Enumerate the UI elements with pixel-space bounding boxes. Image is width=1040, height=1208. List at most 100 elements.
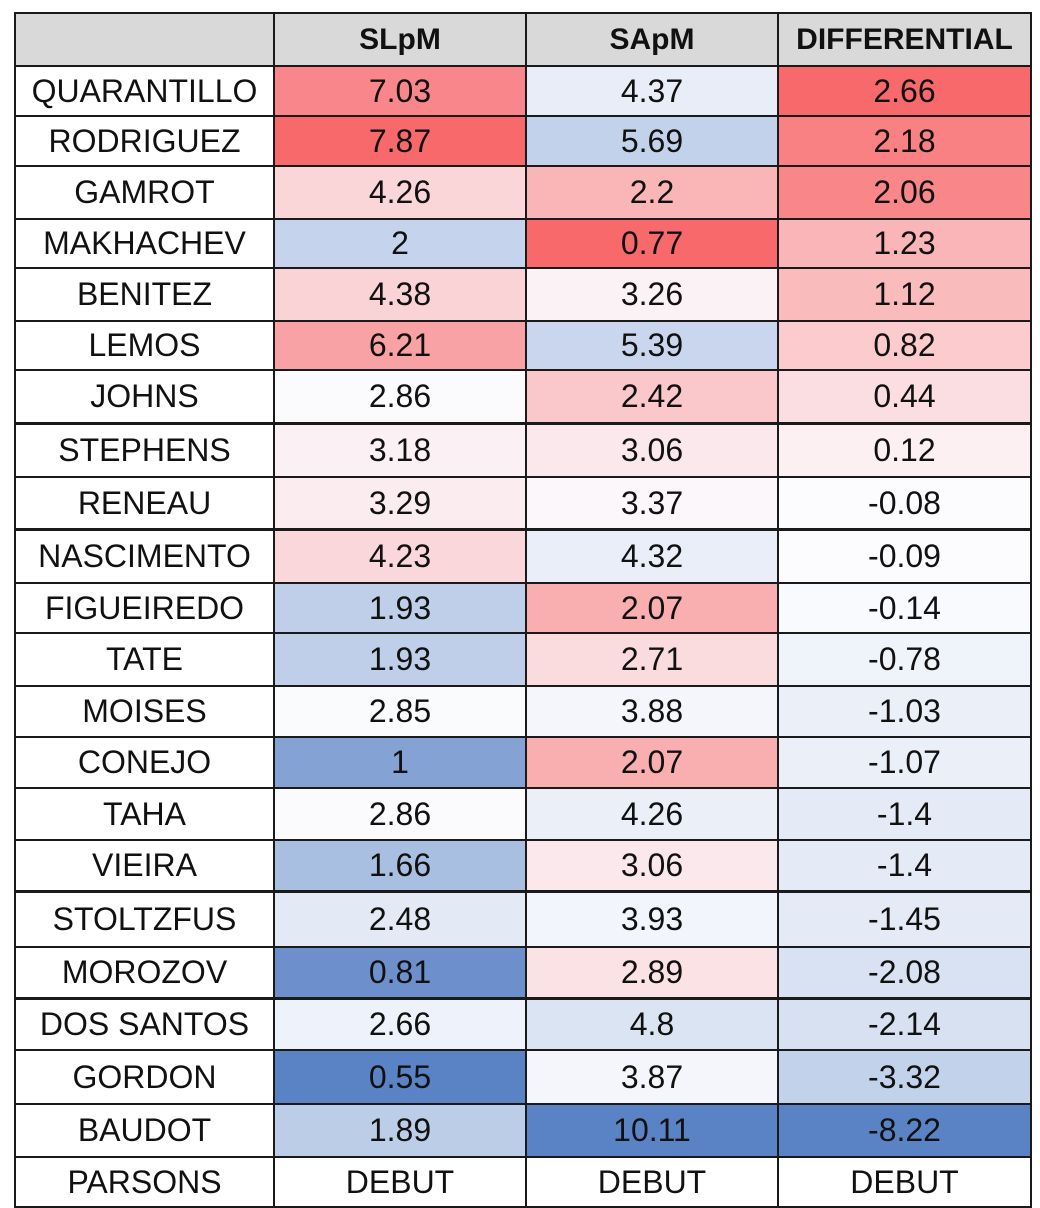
table-row: BENITEZ 4.38 3.26 1.12 — [14, 267, 1032, 322]
slpm-cell: 7.03 — [273, 65, 527, 117]
differential-cell: -1.07 — [777, 736, 1032, 789]
slpm-cell: 4.38 — [273, 267, 527, 322]
header-row: SLpM SApM DIFFERENTIAL — [14, 12, 1032, 67]
slpm-cell: 1.93 — [273, 632, 527, 687]
differential-cell: 0.44 — [777, 369, 1032, 425]
sapm-cell: 0.77 — [525, 218, 779, 269]
sapm-cell: 2.71 — [525, 632, 779, 687]
slpm-cell: 3.18 — [273, 422, 527, 478]
slpm-cell: 7.87 — [273, 115, 527, 167]
differential-cell: -0.09 — [777, 528, 1032, 584]
sapm-cell: 3.06 — [525, 422, 779, 478]
table-row: CONEJO 1 2.07 -1.07 — [14, 736, 1032, 789]
row-name: BENITEZ — [14, 267, 275, 322]
row-name: STOLTZFUS — [14, 890, 275, 948]
slpm-cell: 1.89 — [273, 1103, 527, 1158]
differential-cell: -2.08 — [777, 946, 1032, 1000]
differential-cell: -1.4 — [777, 839, 1032, 893]
row-name: NASCIMENTO — [14, 528, 275, 584]
sapm-cell: 3.87 — [525, 1049, 779, 1105]
row-name: MOISES — [14, 685, 275, 738]
differential-cell: -1.03 — [777, 685, 1032, 738]
table-row: RODRIGUEZ 7.87 5.69 2.18 — [14, 115, 1032, 167]
differential-cell: 2.66 — [777, 65, 1032, 117]
table-row: NASCIMENTO 4.23 4.32 -0.09 — [14, 528, 1032, 584]
slpm-cell: 2.86 — [273, 787, 527, 841]
fighter-stats-table-wrapper: SLpM SApM DIFFERENTIAL QUARANTILLO 7.03 4.… — [14, 12, 1032, 1208]
differential-cell: -8.22 — [777, 1103, 1032, 1158]
differential-cell: 0.82 — [777, 320, 1032, 371]
slpm-cell: 0.81 — [273, 946, 527, 1000]
table-row: BAUDOT 1.89 10.11 -8.22 — [14, 1103, 1032, 1158]
differential-cell: -3.32 — [777, 1049, 1032, 1105]
slpm-cell: 2.48 — [273, 890, 527, 948]
table-row: MOISES 2.85 3.88 -1.03 — [14, 685, 1032, 738]
slpm-cell: DEBUT — [273, 1156, 527, 1208]
sapm-cell: 3.06 — [525, 839, 779, 893]
slpm-cell: 6.21 — [273, 320, 527, 371]
header-slpm: SLpM — [273, 12, 527, 67]
sapm-cell: 3.88 — [525, 685, 779, 738]
slpm-cell: 2.85 — [273, 685, 527, 738]
header-name — [14, 12, 275, 67]
row-name: DOS SANTOS — [14, 997, 275, 1051]
differential-cell: 2.18 — [777, 115, 1032, 167]
header-sapm: SApM — [525, 12, 779, 67]
table-body: QUARANTILLO 7.03 4.37 2.66 RODRIGUEZ 7.87 5.69… — [14, 65, 1032, 1208]
row-name: FIGUEIREDO — [14, 582, 275, 634]
differential-cell: -0.08 — [777, 476, 1032, 531]
row-name: QUARANTILLO — [14, 65, 275, 117]
differential-cell: DEBUT — [777, 1156, 1032, 1208]
row-name: TAHA — [14, 787, 275, 841]
row-name: PARSONS — [14, 1156, 275, 1208]
table-row: MOROZOV 0.81 2.89 -2.08 — [14, 946, 1032, 1000]
table-row: LEMOS 6.21 5.39 0.82 — [14, 320, 1032, 371]
row-name: RODRIGUEZ — [14, 115, 275, 167]
row-name: RENEAU — [14, 476, 275, 531]
differential-cell: -1.4 — [777, 787, 1032, 841]
table-row: DOS SANTOS 2.66 4.8 -2.14 — [14, 997, 1032, 1051]
table-row: GORDON 0.55 3.87 -3.32 — [14, 1049, 1032, 1105]
table-row: MAKHACHEV 2 0.77 1.23 — [14, 218, 1032, 269]
row-name: VIEIRA — [14, 839, 275, 893]
table-row: FIGUEIREDO 1.93 2.07 -0.14 — [14, 582, 1032, 634]
differential-cell: -1.45 — [777, 890, 1032, 948]
table-row: TATE 1.93 2.71 -0.78 — [14, 632, 1032, 687]
differential-cell: -0.78 — [777, 632, 1032, 687]
sapm-cell: 2.07 — [525, 582, 779, 634]
slpm-cell: 1.66 — [273, 839, 527, 893]
table-row: VIEIRA 1.66 3.06 -1.4 — [14, 839, 1032, 893]
sapm-cell: 3.93 — [525, 890, 779, 948]
row-name: LEMOS — [14, 320, 275, 371]
row-name: MOROZOV — [14, 946, 275, 1000]
sapm-cell: 5.39 — [525, 320, 779, 371]
table-row: QUARANTILLO 7.03 4.37 2.66 — [14, 65, 1032, 117]
table-row: GAMROT 4.26 2.2 2.06 — [14, 165, 1032, 220]
table-row: TAHA 2.86 4.26 -1.4 — [14, 787, 1032, 841]
table-row: JOHNS 2.86 2.42 0.44 — [14, 369, 1032, 425]
sapm-cell: 3.37 — [525, 476, 779, 531]
slpm-cell: 1.93 — [273, 582, 527, 634]
sapm-cell: 2.2 — [525, 165, 779, 220]
sapm-cell: 3.26 — [525, 267, 779, 322]
sapm-cell: 4.26 — [525, 787, 779, 841]
sapm-cell: 2.42 — [525, 369, 779, 425]
slpm-cell: 3.29 — [273, 476, 527, 531]
slpm-cell: 1 — [273, 736, 527, 789]
table-row: STOLTZFUS 2.48 3.93 -1.45 — [14, 890, 1032, 948]
row-name: CONEJO — [14, 736, 275, 789]
differential-cell: 0.12 — [777, 422, 1032, 478]
sapm-cell: 5.69 — [525, 115, 779, 167]
row-name: GAMROT — [14, 165, 275, 220]
sapm-cell: 10.11 — [525, 1103, 779, 1158]
sapm-cell: 4.32 — [525, 528, 779, 584]
row-name: JOHNS — [14, 369, 275, 425]
differential-cell: 1.12 — [777, 267, 1032, 322]
row-name: MAKHACHEV — [14, 218, 275, 269]
row-name: GORDON — [14, 1049, 275, 1105]
table-row: RENEAU 3.29 3.37 -0.08 — [14, 476, 1032, 531]
row-name: TATE — [14, 632, 275, 687]
row-name: STEPHENS — [14, 422, 275, 478]
fighter-stats-table: SLpM SApM DIFFERENTIAL QUARANTILLO 7.03 4.… — [14, 12, 1032, 1208]
sapm-cell: 2.89 — [525, 946, 779, 1000]
